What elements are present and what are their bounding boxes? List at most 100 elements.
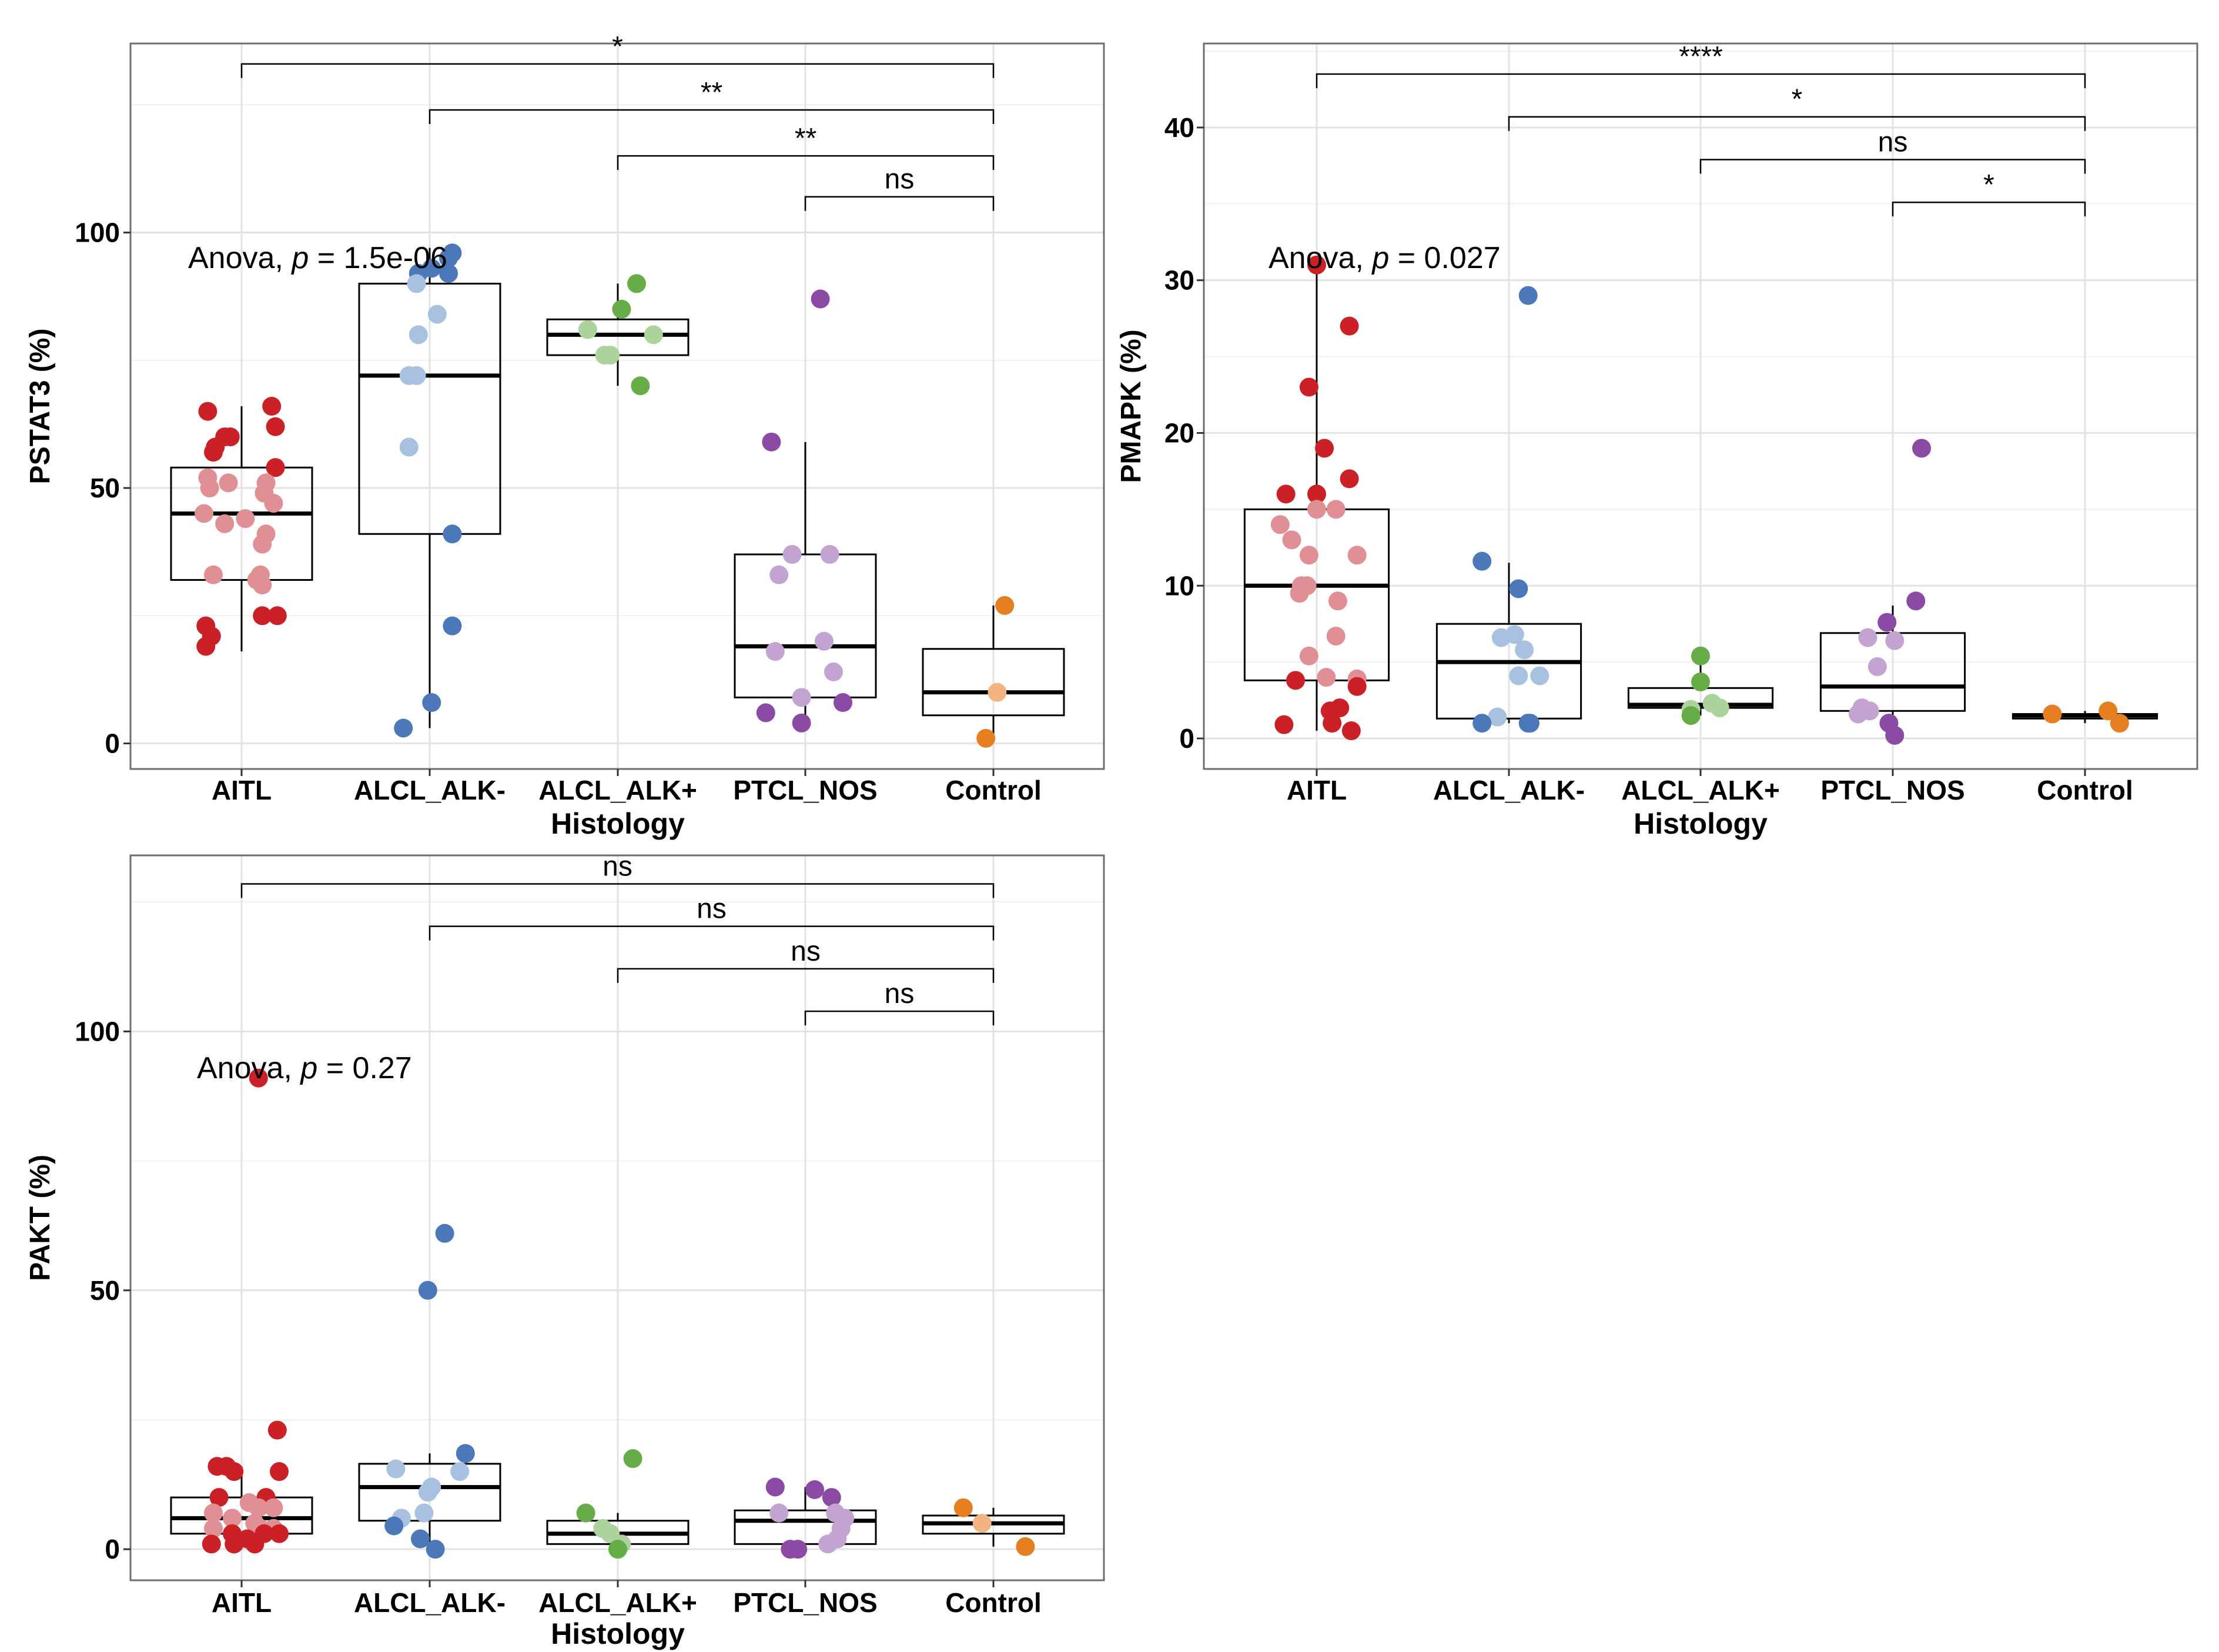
control-data-point [2098,701,2118,721]
anova-prefix: Anova, [197,1051,300,1085]
anova-annotation: Anova, p = 0.27 [197,1051,412,1085]
y-tick-label: 50 [90,473,120,503]
aitl-data-point [215,514,235,533]
pmapk-panel: 0 10 20 30 40 PMAPK (%) AITL ALCL_ALK- ALCL_ALK+… [1116,41,2198,840]
anova-prefix: Anova, [1269,241,1372,275]
aitl-data-point [262,397,282,416]
significance-label: ns [1878,126,1908,158]
alcl-alk-neg-data-point [407,274,426,293]
alcl-alk-neg-data-point [427,305,447,324]
significance-label: * [612,31,623,62]
significance-label: ns [603,851,632,882]
ptcl-nos-data-point [822,1488,841,1507]
iqr-box [1435,623,1582,720]
x-tick-label: ALCL_ALK+ [538,1587,697,1618]
iqr-box [358,1463,501,1522]
y-axis-title: PMAPK (%) [1116,329,1147,483]
aitl-data-point [204,565,223,584]
aitl-data-point [204,1519,223,1538]
x-tick-label: ALCL_ALK+ [538,775,697,805]
y-tick-label: 0 [105,1534,120,1564]
alcl-alk-pos-data-point [1681,706,1701,725]
aitl-data-point [204,443,223,462]
y-axis-title: PSTAT3 (%) [25,329,56,484]
aitl-data-point [1307,255,1326,275]
aitl-data-point [249,1498,268,1517]
control-data-point [995,596,1015,615]
aitl-data-point [223,1509,242,1528]
pakt-panel: 0 50 100 PAKT (%) AITL ALCL_ALK- ALCL_ALK+ PTCL… [25,851,1105,1650]
aitl-data-point [266,417,285,436]
control-data-point [1016,1537,1035,1556]
alcl-alk-pos-data-point [576,1503,595,1523]
significance-label: ns [697,894,727,925]
aitl-data-point [253,606,272,626]
aitl-data-point [195,504,213,523]
significance-bracket [617,968,995,983]
significance-bracket [1892,201,2086,217]
aitl-data-point [1326,626,1346,646]
alcl-alk-neg-data-point [1491,628,1511,647]
x-tick-label: Control [945,775,1042,805]
alcl-alk-neg-data-point [1520,714,1539,733]
alcl-alk-pos-data-point [631,376,650,396]
significance-bracket [429,925,995,941]
aitl-data-point [253,534,272,554]
control-data-point [2110,714,2129,733]
aitl-data-point [270,1524,289,1543]
aitl-data-point [1270,515,1290,534]
ptcl-nos-data-point [820,545,839,564]
alcl-alk-neg-data-point [1509,579,1528,598]
aitl-data-point [1328,591,1347,611]
aitl-data-point [219,473,238,493]
x-tick-label: PTCL_NOS [1820,775,1964,805]
x-tick-label: ALCL_ALK- [354,775,506,805]
alcl-alk-neg-data-point [435,1223,454,1243]
alcl-alk-neg-data-point [1509,666,1528,685]
ptcl-nos-data-point [1867,657,1887,676]
ptcl-nos-data-point [792,688,811,707]
aitl-data-point [209,1488,229,1507]
alcl-alk-neg-data-point [1530,666,1549,685]
anova-annotation: Anova, p = 1.5e-06 [188,241,447,275]
ptcl-nos-data-point [1885,725,1905,745]
ptcl-nos-data-point [762,432,781,452]
significance-bracket [1699,159,2086,174]
aitl-data-point [200,479,219,498]
ptcl-nos-data-point [769,565,789,584]
significance-bracket [804,1010,995,1026]
aitl-data-point [1347,677,1367,696]
x-tick-label: AITL [212,1587,272,1618]
aitl-data-point [204,1503,223,1523]
x-tick-label: Control [945,1587,1042,1618]
aitl-data-point [1307,500,1326,519]
alcl-alk-pos-data-point [1691,646,1710,666]
alcl-alk-neg-data-point [443,524,462,544]
significance-label: * [1983,169,1994,200]
ptcl-nos-data-point [834,693,852,713]
anova-value: = 0.027 [1389,241,1500,275]
significance-label: ns [885,978,915,1009]
alcl-alk-neg-data-point [386,1459,406,1479]
y-tick-label: 0 [1179,723,1194,754]
x-axis-title: Histology [551,807,685,840]
alcl-alk-neg-data-point [1472,551,1492,571]
aitl-data-point [1341,721,1361,741]
aitl-data-point [196,637,216,656]
alcl-alk-neg-data-point [394,718,413,738]
anova-prefix: Anova, [188,241,292,275]
significance-label: ns [791,936,821,967]
alcl-alk-pos-data-point [627,274,646,293]
significance-label: * [1792,84,1803,115]
significance-label: ** [701,77,722,108]
aitl-data-point [1347,546,1367,565]
significance-bracket [804,196,995,211]
x-tick-label: ALCL_ALK- [354,1587,506,1618]
aitl-data-point [266,458,285,477]
ptcl-nos-data-point [756,703,775,723]
alcl-alk-neg-boxplot [1435,563,1582,724]
aitl-data-point [1326,500,1346,519]
iqr-box [922,648,1065,717]
control-data-point [972,1514,992,1533]
ptcl-nos-data-point [1912,439,1932,458]
